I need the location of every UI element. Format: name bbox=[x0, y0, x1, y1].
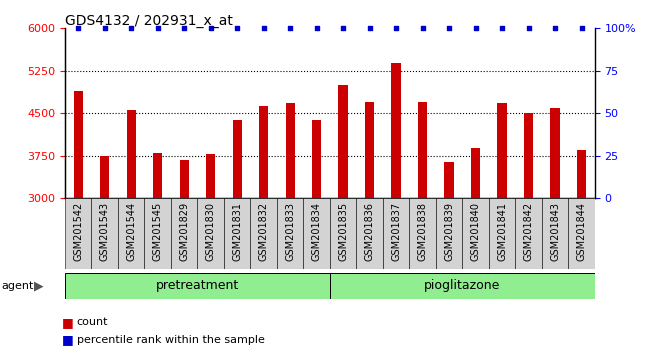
Text: GSM201831: GSM201831 bbox=[232, 202, 242, 261]
Text: agent: agent bbox=[1, 281, 34, 291]
Text: GSM201543: GSM201543 bbox=[99, 202, 110, 261]
Point bbox=[205, 25, 216, 31]
FancyBboxPatch shape bbox=[356, 198, 383, 269]
Bar bbox=[285, 103, 295, 354]
Text: count: count bbox=[77, 317, 108, 327]
Text: GSM201842: GSM201842 bbox=[523, 202, 534, 261]
Point bbox=[126, 25, 136, 31]
Text: pretreatment: pretreatment bbox=[156, 279, 239, 292]
Text: GSM201832: GSM201832 bbox=[259, 202, 268, 261]
Bar bbox=[339, 85, 348, 354]
Point bbox=[259, 25, 269, 31]
Bar bbox=[445, 162, 454, 354]
Text: GSM201835: GSM201835 bbox=[338, 202, 348, 261]
Text: ■: ■ bbox=[62, 333, 73, 346]
Text: ■: ■ bbox=[62, 316, 73, 329]
FancyBboxPatch shape bbox=[65, 273, 330, 299]
FancyBboxPatch shape bbox=[436, 198, 462, 269]
Point bbox=[153, 25, 163, 31]
Bar bbox=[471, 148, 480, 354]
FancyBboxPatch shape bbox=[277, 198, 304, 269]
FancyBboxPatch shape bbox=[65, 198, 92, 269]
Text: GSM201833: GSM201833 bbox=[285, 202, 295, 261]
FancyBboxPatch shape bbox=[542, 198, 568, 269]
FancyBboxPatch shape bbox=[330, 198, 356, 269]
FancyBboxPatch shape bbox=[224, 198, 250, 269]
FancyBboxPatch shape bbox=[410, 198, 436, 269]
FancyBboxPatch shape bbox=[250, 198, 277, 269]
FancyBboxPatch shape bbox=[198, 198, 224, 269]
FancyBboxPatch shape bbox=[92, 198, 118, 269]
Text: GSM201544: GSM201544 bbox=[126, 202, 136, 261]
Text: GSM201836: GSM201836 bbox=[365, 202, 374, 261]
Text: GSM201545: GSM201545 bbox=[153, 202, 162, 261]
Text: GSM201839: GSM201839 bbox=[444, 202, 454, 261]
Point bbox=[391, 25, 401, 31]
Bar bbox=[100, 156, 109, 354]
Text: GSM201837: GSM201837 bbox=[391, 202, 401, 261]
Text: GSM201834: GSM201834 bbox=[311, 202, 322, 261]
Text: GSM201840: GSM201840 bbox=[471, 202, 480, 261]
FancyBboxPatch shape bbox=[144, 198, 171, 269]
FancyBboxPatch shape bbox=[330, 273, 595, 299]
Point bbox=[497, 25, 507, 31]
Bar bbox=[551, 108, 560, 354]
Point bbox=[73, 25, 83, 31]
FancyBboxPatch shape bbox=[515, 198, 542, 269]
Bar bbox=[312, 120, 321, 354]
Point bbox=[550, 25, 560, 31]
FancyBboxPatch shape bbox=[489, 198, 515, 269]
Text: GSM201542: GSM201542 bbox=[73, 202, 83, 261]
Point bbox=[444, 25, 454, 31]
Text: GDS4132 / 202931_x_at: GDS4132 / 202931_x_at bbox=[65, 14, 233, 28]
FancyBboxPatch shape bbox=[568, 198, 595, 269]
Point bbox=[417, 25, 428, 31]
Point bbox=[232, 25, 242, 31]
FancyBboxPatch shape bbox=[118, 198, 144, 269]
Bar bbox=[418, 102, 427, 354]
Bar bbox=[179, 160, 189, 354]
FancyBboxPatch shape bbox=[304, 198, 330, 269]
Point bbox=[311, 25, 322, 31]
Bar bbox=[206, 154, 215, 354]
Text: GSM201841: GSM201841 bbox=[497, 202, 507, 261]
Bar bbox=[391, 63, 401, 354]
Point bbox=[523, 25, 534, 31]
Text: percentile rank within the sample: percentile rank within the sample bbox=[77, 335, 265, 345]
Bar bbox=[127, 110, 136, 354]
Text: GSM201838: GSM201838 bbox=[417, 202, 428, 261]
Point bbox=[338, 25, 348, 31]
Text: GSM201844: GSM201844 bbox=[577, 202, 586, 261]
Bar bbox=[497, 103, 507, 354]
Bar bbox=[365, 102, 374, 354]
Bar bbox=[153, 153, 162, 354]
Bar bbox=[233, 120, 242, 354]
Text: GSM201843: GSM201843 bbox=[550, 202, 560, 261]
Point bbox=[577, 25, 587, 31]
Bar bbox=[259, 107, 268, 354]
FancyBboxPatch shape bbox=[171, 198, 198, 269]
FancyBboxPatch shape bbox=[462, 198, 489, 269]
Text: pioglitazone: pioglitazone bbox=[424, 279, 500, 292]
Point bbox=[285, 25, 295, 31]
Text: GSM201829: GSM201829 bbox=[179, 202, 189, 261]
Bar bbox=[73, 91, 83, 354]
Bar bbox=[577, 150, 586, 354]
Point bbox=[471, 25, 481, 31]
FancyBboxPatch shape bbox=[383, 198, 410, 269]
Point bbox=[179, 25, 189, 31]
Point bbox=[99, 25, 110, 31]
Text: GSM201830: GSM201830 bbox=[205, 202, 216, 261]
Point bbox=[365, 25, 375, 31]
Bar bbox=[524, 113, 533, 354]
Text: ▶: ▶ bbox=[34, 279, 44, 292]
